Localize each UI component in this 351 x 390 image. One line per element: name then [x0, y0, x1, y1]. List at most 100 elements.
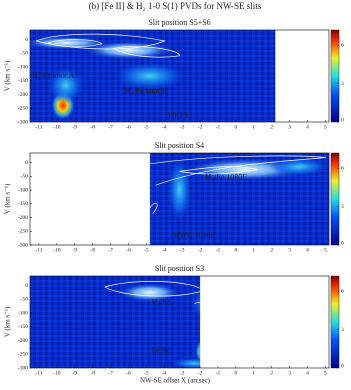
x-tick-label: -7 [108, 247, 113, 253]
x-tick-label: 3 [288, 124, 291, 130]
x-tick-label: -9 [72, 124, 77, 130]
y-tick-label: -100 [18, 187, 28, 193]
x-tick-label: -4 [162, 247, 167, 253]
x-tick-label: -10 [53, 247, 61, 253]
x-tick-label: -5 [144, 370, 149, 376]
annotation: Fe SE [152, 345, 171, 354]
panel-subtitle: Slit position S4 [155, 141, 204, 150]
x-tick-label: 2 [270, 124, 273, 130]
x-tick-label: -1 [216, 370, 221, 376]
y-tick-label: -100 [18, 310, 28, 316]
x-tick-label: 5 [324, 124, 327, 130]
x-tick-label: -2 [198, 247, 203, 253]
plot-frame [29, 152, 330, 246]
x-tick-label: -11 [35, 247, 42, 253]
x-tick-label: 2 [270, 247, 273, 253]
y-tick-label: -300 [18, 242, 28, 248]
y-tick-label: 0 [25, 160, 28, 166]
x-tick-label: -6 [126, 247, 131, 253]
colorbar [330, 29, 340, 123]
x-tick-label: 2 [270, 370, 273, 376]
y-tick-label: -50 [21, 297, 29, 303]
colorbar-tick-label: 0 [341, 363, 344, 369]
contour [35, 33, 180, 58]
x-tick-label: -2 [198, 370, 203, 376]
x-tick-label: -8 [90, 247, 95, 253]
x-tick-label: -3 [180, 247, 185, 253]
x-tick-label: 0 [235, 124, 238, 130]
x-axis-label: NW-SE offset X (arcsec) [140, 377, 211, 385]
x-tick-label: 3 [288, 247, 291, 253]
emission [149, 155, 329, 222]
y-tick-label: -200 [18, 92, 28, 98]
emission-blob [191, 287, 201, 320]
y-axis-label: V (km s⁻¹) [4, 306, 12, 337]
x-tick-label: -10 [53, 124, 61, 130]
x-tick-label: -3 [180, 370, 185, 376]
x-tick-label: -9 [72, 370, 77, 376]
y-tick-label: -50 [21, 51, 29, 57]
y-tick-label: -150 [18, 324, 28, 330]
x-tick-label: 1 [252, 124, 255, 130]
y-tick-label: -300 [18, 365, 28, 371]
emission-blob [113, 62, 186, 90]
annotation: H₂/Fe knot A [32, 71, 75, 80]
y-tick-label: -50 [21, 174, 29, 180]
x-tick-label: -7 [108, 124, 113, 130]
colorbar-tick-label: 3 [341, 204, 344, 210]
x-tick-label: -8 [90, 124, 95, 130]
panel: Slit position S5+S6-11 -10 -9 -8 -7 -6 -5 -4 -3-… [4, 18, 344, 130]
x-tick-label: 0 [235, 370, 238, 376]
emission-blob [170, 357, 201, 368]
y-axis-label: V (km s⁻¹) [4, 60, 12, 91]
colorbar [330, 275, 340, 369]
x-tick-label: -3 [180, 124, 185, 130]
x-tick-label: -4 [162, 124, 167, 130]
x-tick-label: 5 [324, 247, 327, 253]
x-tick-label: -11 [35, 124, 42, 130]
plot-frame [29, 29, 330, 123]
emission-blob [47, 66, 84, 104]
x-tick-label: -1 [216, 124, 221, 130]
x-tick-label: -5 [144, 124, 149, 130]
colorbar-tick-label: 0 [341, 117, 344, 123]
colorbar-tick-label: 0 [341, 240, 344, 246]
emission-blob [119, 283, 180, 302]
emission-blob [269, 157, 329, 176]
x-tick-label: 1 [252, 370, 255, 376]
x-tick-label: -6 [126, 370, 131, 376]
x-tick-label: 0 [235, 247, 238, 253]
y-tick-label: -200 [18, 338, 28, 344]
panel: Slit position S4-11 -10 -9 -8 -7 -6 -5 -4 -3 -2 -1… [4, 141, 344, 253]
annotation: H₂ SE [152, 298, 172, 307]
x-tick-label: 4 [306, 124, 309, 130]
x-tick-label: 4 [306, 370, 309, 376]
y-tick-label: -250 [18, 229, 28, 235]
y-tick-label: 0 [25, 37, 28, 43]
colorbar-tick-label: 6 [341, 43, 344, 49]
emission-blob [167, 157, 192, 222]
x-tick-label: -1 [216, 247, 221, 253]
x-tick-label: -8 [90, 370, 95, 376]
emission [30, 33, 186, 121]
x-tick-label: -4 [162, 370, 167, 376]
contour [104, 281, 201, 304]
annotation: MWC 1080E [173, 231, 216, 240]
emission [104, 281, 201, 368]
colorbar-tick-label: 3 [341, 81, 344, 87]
plot-frame [29, 275, 330, 369]
panel: Slit position S3-11 -10 -9 -8 -7 -6 -5 -4 -3 -2 -1… [4, 264, 344, 376]
y-tick-label: -200 [18, 215, 28, 221]
panel-subtitle: Slit position S3 [155, 264, 204, 273]
x-tick-label: -7 [108, 370, 113, 376]
y-tick-label: -250 [18, 352, 28, 358]
annotation: YSO 1 [167, 110, 189, 119]
y-tick-label: 0 [25, 283, 28, 289]
contour [149, 155, 327, 214]
colorbar-tick-label: 3 [341, 327, 344, 333]
y-tick-label: -100 [18, 64, 28, 70]
x-tick-label: 4 [306, 247, 309, 253]
x-tick-label: 3 [288, 370, 291, 376]
colorbar-tick-label: 6 [341, 166, 344, 172]
